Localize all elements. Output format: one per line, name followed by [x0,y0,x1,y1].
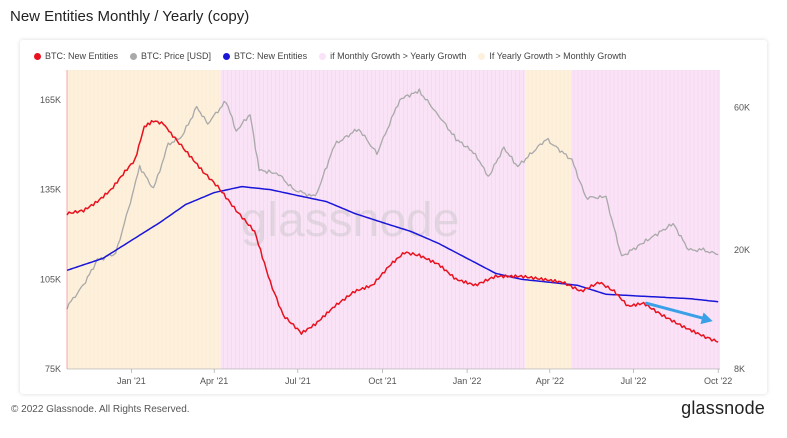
legend-label: BTC: New Entities [234,51,308,61]
legend-swatch-dot [319,52,327,60]
monthly-entities-series [66,119,719,343]
trend-arrow [644,301,713,325]
legend-swatch-dot [130,52,138,60]
arrow-shaft [644,301,709,321]
growth-band-monthly [571,70,720,369]
legend-item-monthly-entities[interactable]: BTC: New Entities [34,51,118,61]
x-axis: Jan '21 Apr '21 Jul '21 Oct '21 Jan '22 Apr '… [67,368,732,386]
x-tick-label: Oct '21 [368,376,396,386]
legend-label: BTC: New Entities [45,51,119,61]
series-line-yearly [66,185,719,303]
x-tick-label: Apr '21 [200,376,228,386]
legend-swatch-dot [478,52,486,60]
yearly-entities-series [66,185,719,303]
chart-card: BTC: New Entities BTC: Price [USD] BTC: … [20,40,767,394]
band-stripes [69,70,219,369]
left-tick-label: 165K [40,95,61,105]
legend-item-price[interactable]: BTC: Price [USD] [130,51,211,61]
page-title: New Entities Monthly / Yearly (copy) [10,8,250,25]
right-tick-label: 8K [734,364,745,374]
left-tick-label: 105K [40,274,61,284]
right-tick-label: 60K [734,102,750,112]
left-tick-label: 135K [40,185,61,195]
x-tick-label: Jul '22 [621,376,647,386]
legend-item-yearly-growth-band[interactable]: If Yearly Growth > Monthly Growth [478,51,626,61]
legend-swatch-dot [34,52,41,60]
right-y-axis: 8K 20K 60K [734,102,750,374]
chart-legend: BTC: New Entities BTC: Price [USD] BTC: … [34,51,626,61]
glassnode-logo[interactable]: glassnode [681,398,765,418]
legend-label: if Monthly Growth > Yearly Growth [330,51,467,61]
series-line-monthly [66,119,719,343]
right-tick-label: 20K [734,245,750,255]
x-tick-label: Oct '22 [704,376,732,386]
legend-label: If Yearly Growth > Monthly Growth [489,51,627,61]
legend-item-monthly-growth-band[interactable]: if Monthly Growth > Yearly Growth [319,51,466,61]
x-tick-label: Jan '22 [453,376,482,386]
series-line-price [66,88,719,310]
x-tick-label: Jan '21 [117,376,146,386]
legend-label: BTC: Price [USD] [141,51,212,61]
left-y-axis: 75K 105K 135K 165K [40,70,68,374]
band-stripes [527,70,569,369]
band-stripes [223,70,524,369]
copyright-text: © 2022 Glassnode. All Rights Reserved. [11,404,190,415]
price-series [66,88,719,310]
watermark: glassnode [241,194,460,247]
growth-band-yearly [67,70,221,369]
arrow-head [700,312,713,325]
x-tick-label: Jul '21 [285,376,311,386]
band-stripes [573,70,719,369]
legend-swatch-dot [223,52,231,60]
left-tick-label: 75K [45,364,61,374]
legend-item-yearly-entities[interactable]: BTC: New Entities [223,51,307,61]
x-tick-label: Apr '22 [536,376,564,386]
chart-plot[interactable]: glassnode 75K 105K 135K 165K 8K 20K 60K Jan '… [20,40,767,394]
